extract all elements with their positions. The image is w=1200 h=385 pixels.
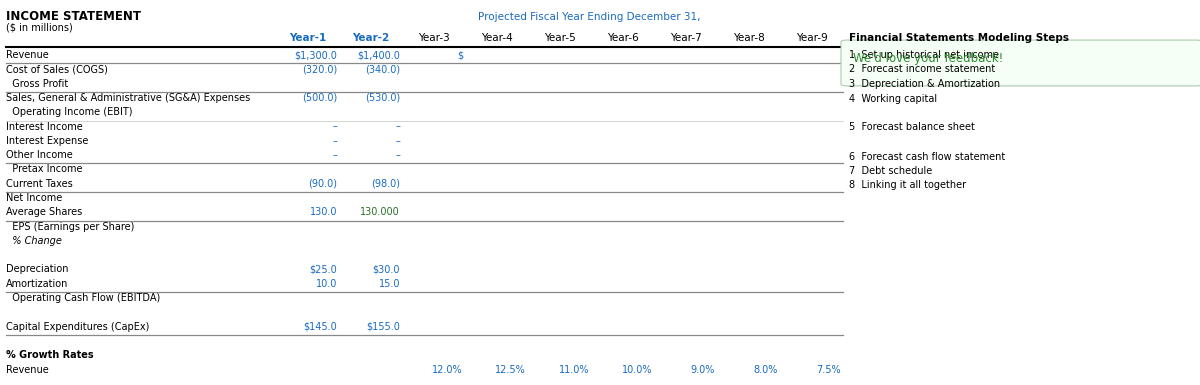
Text: Interest Income: Interest Income [6,122,83,132]
Text: Operating Income (EBIT): Operating Income (EBIT) [6,107,132,117]
Text: Depreciation: Depreciation [6,264,68,275]
Text: 10.0: 10.0 [316,279,337,289]
Text: $30.0: $30.0 [372,264,400,275]
Text: Year-7: Year-7 [670,33,701,43]
Text: Amortization: Amortization [6,279,68,289]
Text: We'd love your feedback!: We'd love your feedback! [853,52,1003,65]
Text: –: – [332,122,337,132]
Text: (320.0): (320.0) [301,64,337,74]
Text: Year-9: Year-9 [796,33,827,43]
Text: 8  Linking it all together: 8 Linking it all together [850,181,966,191]
Text: 7  Debt schedule: 7 Debt schedule [850,166,932,176]
Text: Average Shares: Average Shares [6,207,83,217]
Text: 5  Forecast balance sheet: 5 Forecast balance sheet [850,122,974,132]
Text: Year-6: Year-6 [607,33,638,43]
Text: Other Income: Other Income [6,150,73,160]
Text: Year-5: Year-5 [544,33,575,43]
Text: (500.0): (500.0) [301,93,337,103]
Text: Year-4: Year-4 [481,33,512,43]
Text: Current Taxes: Current Taxes [6,179,73,189]
Text: (340.0): (340.0) [365,64,400,74]
Text: Cost of Sales (COGS): Cost of Sales (COGS) [6,64,108,74]
Text: Pretax Income: Pretax Income [6,164,83,174]
Text: $1,400.0: $1,400.0 [358,50,400,60]
Text: (90.0): (90.0) [308,179,337,189]
Text: (530.0): (530.0) [365,93,400,103]
Text: Year-2: Year-2 [352,33,389,43]
Text: 2  Forecast income statement: 2 Forecast income statement [850,65,995,75]
Text: Net Income: Net Income [6,193,62,203]
Text: Revenue: Revenue [6,365,49,375]
Text: 11.0%: 11.0% [558,365,589,375]
Text: $1,300.0: $1,300.0 [294,50,337,60]
Text: Financial Statements Modeling Steps: Financial Statements Modeling Steps [850,33,1069,43]
Text: –: – [332,136,337,146]
Text: $155.0: $155.0 [366,322,400,332]
Text: 130.0: 130.0 [310,207,337,217]
Text: Year-8: Year-8 [733,33,764,43]
Text: Gross Profit: Gross Profit [6,79,68,89]
Text: (98.0): (98.0) [371,179,400,189]
Text: –: – [395,122,400,132]
Text: 4  Working capital: 4 Working capital [850,94,937,104]
Text: Projected Fiscal Year Ending December 31,: Projected Fiscal Year Ending December 31… [479,12,701,22]
Text: 3  Depreciation & Amortization: 3 Depreciation & Amortization [850,79,1000,89]
Text: 15.0: 15.0 [378,279,400,289]
Text: Year-1: Year-1 [289,33,326,43]
Text: 6  Forecast cash flow statement: 6 Forecast cash flow statement [850,152,1006,161]
Text: –: – [332,150,337,160]
Text: –: – [395,150,400,160]
Text: 10.0%: 10.0% [622,365,652,375]
Text: –: – [395,136,400,146]
Text: 130.000: 130.000 [360,207,400,217]
Text: 12.0%: 12.0% [432,365,463,375]
Text: Year-3: Year-3 [418,33,449,43]
Text: Revenue: Revenue [6,50,49,60]
Text: 7.5%: 7.5% [816,365,841,375]
Text: % Change: % Change [6,236,62,246]
Text: EPS (Earnings per Share): EPS (Earnings per Share) [6,222,134,232]
Text: 1  Set up historical net income: 1 Set up historical net income [850,50,998,60]
Text: Sales, General & Administrative (SG&A) Expenses: Sales, General & Administrative (SG&A) E… [6,93,251,103]
Text: 9.0%: 9.0% [691,365,715,375]
Text: INCOME STATEMENT: INCOME STATEMENT [6,10,142,23]
Text: 12.5%: 12.5% [496,365,526,375]
Text: 8.0%: 8.0% [754,365,778,375]
Text: Interest Expense: Interest Expense [6,136,89,146]
Text: % Growth Rates: % Growth Rates [6,350,94,360]
Text: Capital Expenditures (CapEx): Capital Expenditures (CapEx) [6,322,149,332]
Text: ($ in millions): ($ in millions) [6,22,73,32]
Text: Operating Cash Flow (EBITDA): Operating Cash Flow (EBITDA) [6,293,161,303]
Text: $: $ [457,50,463,60]
Text: $25.0: $25.0 [310,264,337,275]
Text: $145.0: $145.0 [304,322,337,332]
